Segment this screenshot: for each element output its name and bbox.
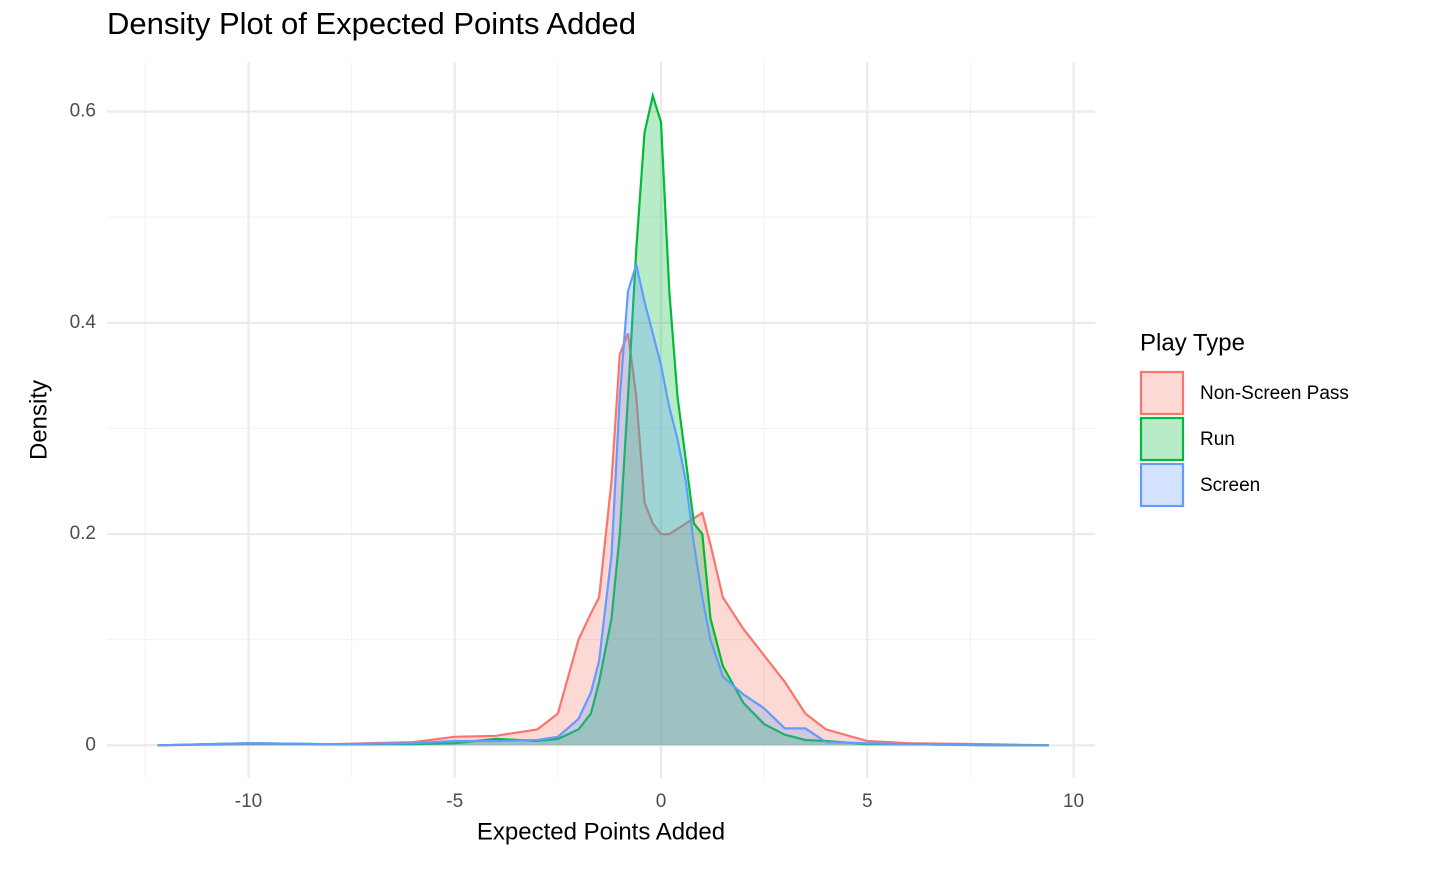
x-tick-label: 0 bbox=[656, 791, 667, 812]
density-area bbox=[157, 260, 1049, 747]
legend-title: Play Type bbox=[1140, 329, 1245, 356]
legend-label: Run bbox=[1200, 429, 1235, 450]
y-tick-label: 0.4 bbox=[70, 312, 97, 333]
x-tick-label: 5 bbox=[862, 791, 873, 812]
legend-key bbox=[1139, 416, 1185, 462]
legend-key bbox=[1139, 462, 1185, 508]
y-tick-label: 0.2 bbox=[70, 523, 96, 544]
x-axis-title: Expected Points Added bbox=[477, 818, 725, 845]
y-tick-label: 0.6 bbox=[70, 101, 96, 122]
x-tick-label: -10 bbox=[235, 791, 262, 812]
legend-label: Screen bbox=[1200, 475, 1260, 496]
x-tick-label: 10 bbox=[1063, 791, 1084, 812]
legend-label: Non-Screen Pass bbox=[1200, 383, 1349, 404]
y-tick-label: 0 bbox=[85, 734, 96, 755]
legend-key bbox=[1139, 370, 1185, 416]
chart-title: Density Plot of Expected Points Added bbox=[107, 6, 636, 41]
x-tick-label: -5 bbox=[446, 791, 463, 812]
y-axis-title: Density bbox=[25, 380, 52, 460]
